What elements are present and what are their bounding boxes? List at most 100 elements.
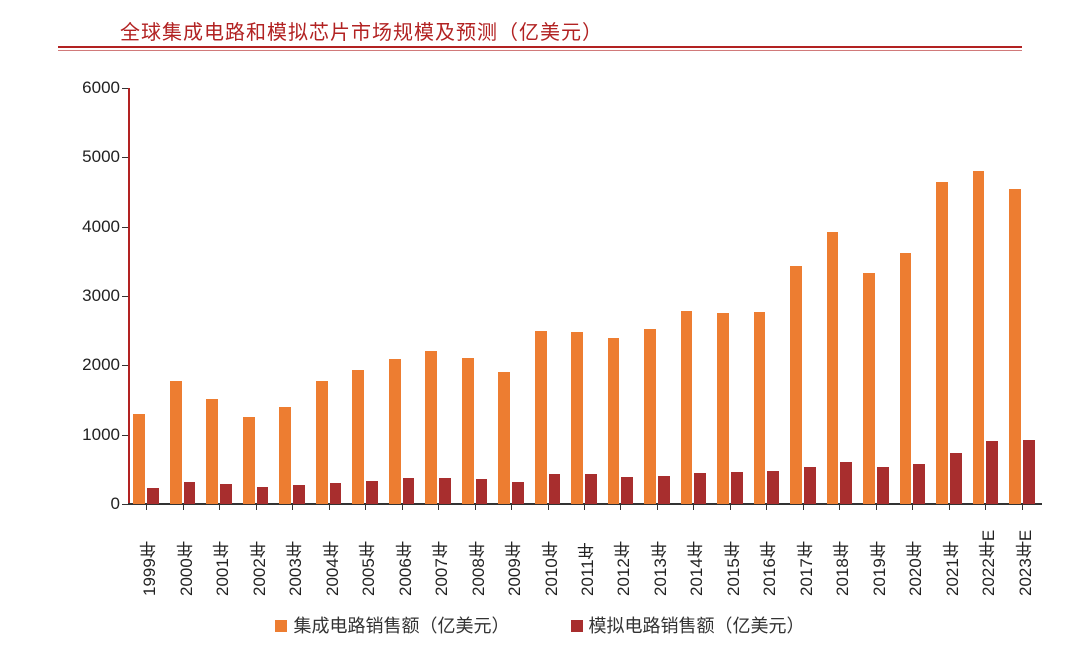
x-tick-mark — [438, 504, 439, 510]
chart-container: 全球集成电路和模拟芯片市场规模及预测（亿美元） 0100020003000400… — [0, 0, 1080, 661]
legend-item-series-1: 集成电路销售额（亿美元） — [275, 612, 509, 638]
bar-series-1 — [863, 273, 875, 504]
bar-series-1 — [1009, 189, 1021, 504]
x-tick-label: 2023年E — [1013, 516, 1038, 596]
bar-series-1 — [352, 370, 364, 505]
y-tick-mark — [122, 504, 128, 505]
bar-series-2 — [877, 467, 889, 504]
legend-swatch-1 — [275, 620, 287, 632]
bar-series-2 — [330, 483, 342, 504]
bar-series-2 — [257, 487, 269, 504]
bar-series-1 — [389, 359, 401, 504]
x-tick-label: 2011年 — [575, 516, 600, 596]
bar-series-2 — [950, 453, 962, 504]
x-tick-mark — [693, 504, 694, 510]
x-tick-label: 2010年 — [539, 516, 564, 596]
x-tick-mark — [912, 504, 913, 510]
x-tick-mark — [365, 504, 366, 510]
bar-series-2 — [476, 479, 488, 504]
x-tick-label: 2019年 — [867, 516, 892, 596]
x-tick-label: 2013年 — [648, 516, 673, 596]
legend-label-2: 模拟电路销售额（亿美元） — [589, 616, 805, 636]
x-tick-label: 2009年 — [502, 516, 527, 596]
x-tick-label: 2012年 — [611, 516, 636, 596]
bar-series-1 — [936, 182, 948, 504]
bar-series-2 — [767, 471, 779, 504]
bar-series-1 — [644, 329, 656, 504]
x-tick-mark — [949, 504, 950, 510]
bar-series-2 — [804, 467, 816, 504]
x-tick-mark — [876, 504, 877, 510]
bar-series-1 — [827, 232, 839, 504]
x-tick-label: 1999年 — [137, 516, 162, 596]
bar-series-2 — [658, 476, 670, 504]
x-tick-label: 2001年 — [210, 516, 235, 596]
y-tick-label: 1000 — [60, 425, 120, 445]
y-tick-label: 5000 — [60, 147, 120, 167]
x-tick-label: 2021年 — [940, 516, 965, 596]
x-tick-label: 2005年 — [356, 516, 381, 596]
legend: 集成电路销售额（亿美元） 模拟电路销售额（亿美元） — [0, 612, 1080, 638]
x-tick-mark — [256, 504, 257, 510]
legend-item-series-2: 模拟电路销售额（亿美元） — [571, 612, 805, 638]
bar-series-2 — [147, 488, 159, 504]
legend-label-1: 集成电路销售额（亿美元） — [293, 616, 509, 636]
bar-series-1 — [316, 381, 328, 504]
x-tick-mark — [329, 504, 330, 510]
x-tick-mark — [475, 504, 476, 510]
title-rule-2 — [58, 50, 1022, 51]
plot-area — [128, 88, 1040, 504]
x-tick-label: 2003年 — [283, 516, 308, 596]
bar-series-1 — [498, 372, 510, 504]
bar-series-1 — [133, 414, 145, 504]
bar-series-2 — [366, 481, 378, 504]
x-tick-label: 2020年 — [903, 516, 928, 596]
x-tick-mark — [803, 504, 804, 510]
x-tick-mark — [730, 504, 731, 510]
y-tick-label: 3000 — [60, 286, 120, 306]
bar-series-2 — [512, 482, 524, 504]
bar-series-1 — [571, 332, 583, 504]
x-tick-mark — [657, 504, 658, 510]
y-tick-label: 2000 — [60, 355, 120, 375]
chart-title: 全球集成电路和模拟芯片市场规模及预测（亿美元） — [120, 16, 603, 45]
x-tick-label: 2008年 — [466, 516, 491, 596]
x-tick-label: 2022年E — [976, 516, 1001, 596]
bar-series-1 — [243, 417, 255, 504]
bar-series-1 — [425, 351, 437, 504]
bar-series-2 — [694, 473, 706, 504]
x-tick-label: 2014年 — [684, 516, 709, 596]
x-tick-label: 2004年 — [320, 516, 345, 596]
bar-series-2 — [585, 474, 597, 504]
bar-series-2 — [439, 478, 451, 504]
bar-series-1 — [608, 338, 620, 504]
x-tick-mark — [511, 504, 512, 510]
bar-series-2 — [621, 477, 633, 504]
x-tick-mark — [219, 504, 220, 510]
x-tick-label: 2016年 — [757, 516, 782, 596]
x-tick-mark — [146, 504, 147, 510]
x-tick-mark — [766, 504, 767, 510]
x-tick-label: 2002年 — [247, 516, 272, 596]
x-tick-mark — [183, 504, 184, 510]
bar-series-1 — [279, 407, 291, 504]
bar-series-2 — [403, 478, 415, 504]
bar-series-2 — [293, 485, 305, 504]
x-tick-label: 2018年 — [830, 516, 855, 596]
bar-series-2 — [840, 462, 852, 504]
y-tick-label: 0 — [60, 494, 120, 514]
bar-series-1 — [535, 331, 547, 504]
bar-series-2 — [220, 484, 232, 504]
title-rule-1 — [58, 46, 1022, 48]
bar-series-1 — [790, 266, 802, 505]
bar-series-2 — [913, 464, 925, 504]
bar-series-1 — [681, 311, 693, 504]
x-tick-label: 2015年 — [721, 516, 746, 596]
x-tick-mark — [292, 504, 293, 510]
bar-series-2 — [986, 441, 998, 504]
x-tick-mark — [620, 504, 621, 510]
bar-series-1 — [754, 312, 766, 504]
x-tick-mark — [1022, 504, 1023, 510]
x-tick-label: 2017年 — [794, 516, 819, 596]
x-tick-label: 2007年 — [429, 516, 454, 596]
